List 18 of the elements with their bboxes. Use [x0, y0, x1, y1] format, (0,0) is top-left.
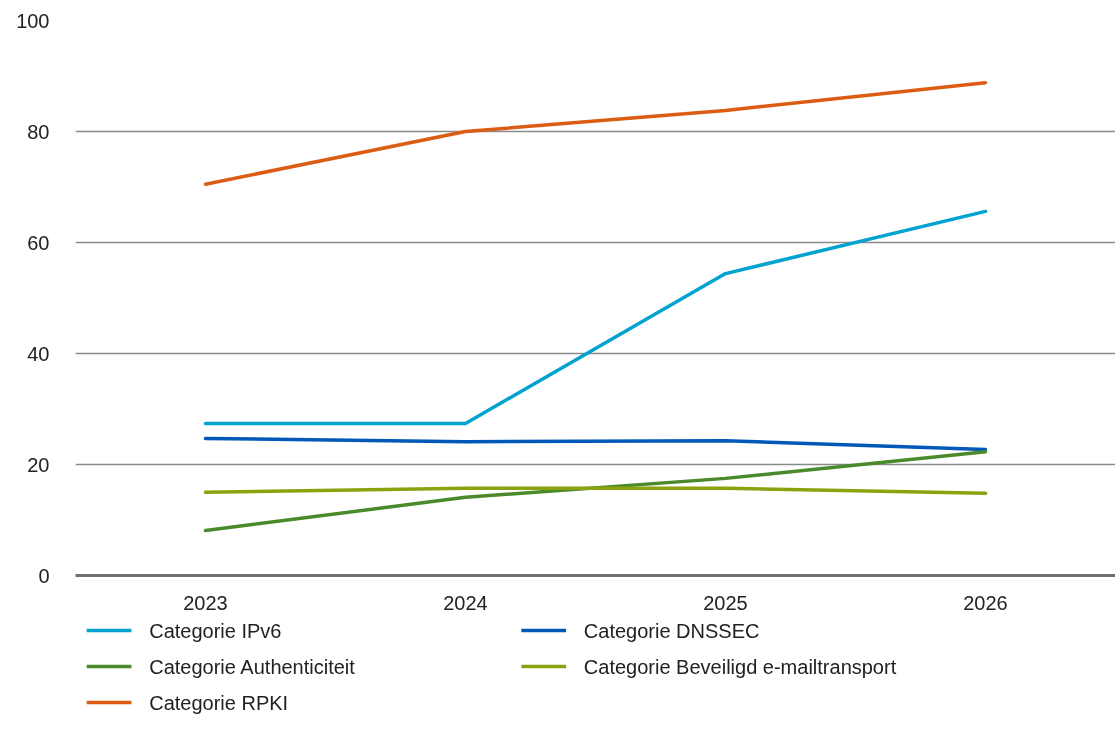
x-tick-label: 2023: [183, 591, 228, 614]
y-tick-label: 100: [16, 9, 50, 32]
y-tick-label: 20: [27, 453, 50, 476]
y-tick-label: 60: [27, 231, 50, 254]
legend-label: Categorie DNSSEC: [583, 619, 760, 642]
legend-label: Categorie Beveiligd e-mailtransport: [583, 655, 897, 678]
legend-label: Categorie IPv6: [149, 619, 282, 642]
x-tick-label: 2024: [443, 591, 488, 614]
line-series: [203, 436, 988, 452]
x-tick-label: 2025: [703, 591, 748, 614]
y-tick-label: 40: [27, 342, 50, 365]
legend-label: Categorie Authenticiteit: [149, 655, 356, 678]
y-tick-label: 0: [38, 564, 50, 587]
line-series: [203, 449, 988, 533]
line-series: [203, 80, 988, 186]
legend-label: Categorie RPKI: [149, 691, 289, 714]
x-tick-label: 2026: [963, 591, 1008, 614]
y-tick-label: 80: [27, 120, 50, 143]
